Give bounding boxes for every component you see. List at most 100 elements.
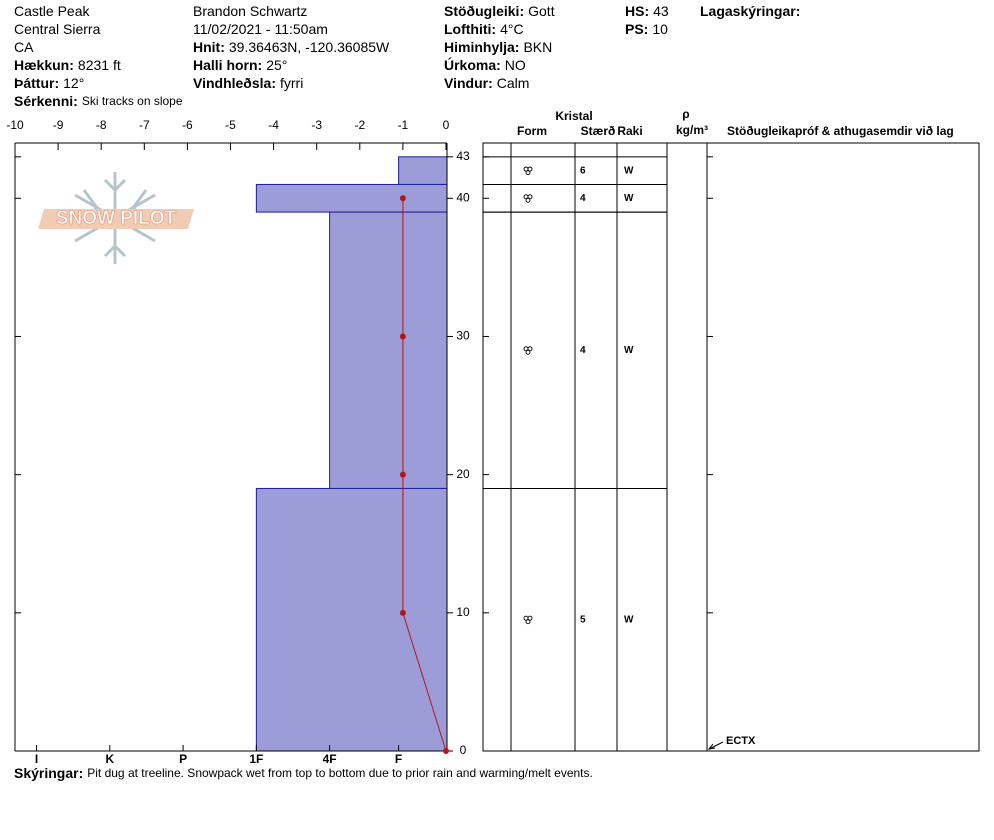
hardness-tick-label: F xyxy=(395,752,402,766)
header-field: Hækkun: 8231 ft xyxy=(14,57,121,73)
temperature-point xyxy=(443,748,449,754)
field-label: PS: xyxy=(625,21,648,37)
x-tick-label: -3 xyxy=(311,118,322,132)
field-value: 10 xyxy=(652,21,668,37)
field-label: Hækkun: xyxy=(14,57,74,73)
field-value: 39.36463N, -120.36085W xyxy=(229,39,390,55)
field-label: HS: xyxy=(625,3,649,19)
x-tick-label: -1 xyxy=(398,118,409,132)
test-arrow-head xyxy=(707,743,716,750)
moisture: W xyxy=(624,614,634,625)
header-field: 11/02/2021 - 11:50am xyxy=(193,21,328,37)
table-header: Form xyxy=(517,124,547,138)
field-value: 43 xyxy=(653,3,669,19)
header-field: Stöðugleiki: Gott xyxy=(444,3,555,19)
table-header: Stöðugleikapróf & athugasemdir við lag xyxy=(727,124,954,138)
field-label: Vindur: xyxy=(444,75,493,91)
field-value: 12° xyxy=(63,75,84,91)
temperature-point xyxy=(399,333,406,340)
logo-banner xyxy=(38,209,194,229)
grain-size: 5 xyxy=(580,614,586,625)
temperature-point xyxy=(399,471,406,478)
grain-form-icon xyxy=(523,346,533,355)
field-value: 8231 ft xyxy=(78,57,121,73)
field-label: Lagaskýringar: xyxy=(700,3,800,19)
field-value: 25° xyxy=(266,57,287,73)
table-header: Kristal xyxy=(555,109,592,123)
hardness-tick-label: I xyxy=(35,752,38,766)
header-field: CA xyxy=(14,39,34,55)
hardness-bar xyxy=(255,183,448,213)
header-field: Lofthiti: 4°C xyxy=(444,21,524,37)
field-label: Þáttur: xyxy=(14,75,59,91)
field-value: Castle Peak xyxy=(14,3,90,19)
field-label: Stöðugleiki: xyxy=(444,3,524,19)
field-label: Lofthiti: xyxy=(444,21,496,37)
field-label: Halli horn: xyxy=(193,57,262,73)
temperature-point xyxy=(399,195,406,202)
field-value: Brandon Schwartz xyxy=(193,3,307,19)
footer-text: Pit dug at treeline. Snowpack wet from t… xyxy=(87,766,593,780)
table-header: Stærð xyxy=(581,124,616,138)
footer-label: Skýringar: xyxy=(14,765,83,781)
y-tick-label: 20 xyxy=(456,467,470,481)
header-field: Vindhleðsla: fyrri xyxy=(193,75,303,91)
field-value: fyrri xyxy=(280,75,303,91)
y-tick-label: 40 xyxy=(456,190,470,204)
header-field: Hnit: 39.36463N, -120.36085W xyxy=(193,39,390,55)
y-tick-label: 0 xyxy=(460,743,467,757)
field-label: Hnit: xyxy=(193,39,225,55)
footer: Skýringar: Pit dug at treeline. Snowpack … xyxy=(14,765,593,781)
x-tick-label: -7 xyxy=(139,118,150,132)
field-value: CA xyxy=(14,39,34,55)
header-field: Brandon Schwartz xyxy=(193,3,307,19)
header-field: Þáttur: 12° xyxy=(14,75,84,91)
grain-size: 4 xyxy=(580,345,586,356)
hardness-tick-label: K xyxy=(105,752,114,766)
stability-test-label: ECTX xyxy=(726,735,756,747)
grain-dot xyxy=(527,615,533,621)
grain-size: 4 xyxy=(580,193,586,204)
grain-form-icon xyxy=(523,166,533,176)
field-value: NO xyxy=(505,57,526,73)
x-tick-label: -8 xyxy=(96,118,107,132)
header-field: PS: 10 xyxy=(625,21,668,37)
x-tick-label: -4 xyxy=(268,118,279,132)
grain-dot xyxy=(525,349,531,355)
moisture: W xyxy=(624,193,634,204)
field-value: Central Sierra xyxy=(14,21,101,37)
hardness-tick-label: 4F xyxy=(323,752,337,766)
header-field: Úrkoma: NO xyxy=(444,56,526,73)
logo-text: SNOW PILOT xyxy=(56,208,177,229)
x-tick-label: -10 xyxy=(6,118,24,132)
hardness-bar xyxy=(398,156,448,185)
x-tick-label: -9 xyxy=(53,118,64,132)
field-label: Sérkenni: xyxy=(14,93,78,109)
field-value: 4°C xyxy=(500,21,524,37)
x-tick-label: -2 xyxy=(354,118,365,132)
y-tick-label: 10 xyxy=(456,605,470,619)
header-field: Castle Peak xyxy=(14,3,90,19)
header-field: HS: 43 xyxy=(625,3,669,19)
field-value: Calm xyxy=(497,75,530,91)
header-field: Vindur: Calm xyxy=(444,75,529,91)
grain-dot xyxy=(525,170,531,176)
table-header: kg/m³ xyxy=(676,123,708,137)
field-label: Himinhylja: xyxy=(444,39,519,55)
field-value: Gott xyxy=(528,3,555,19)
header-field: Sérkenni: Ski tracks on slope xyxy=(14,93,183,109)
field-label: Vindhleðsla: xyxy=(193,75,276,91)
grain-form-icon xyxy=(523,615,533,625)
grain-size: 6 xyxy=(580,165,586,176)
field-value: BKN xyxy=(523,39,552,55)
header-field: Lagaskýringar: xyxy=(700,3,800,19)
x-tick-label: -5 xyxy=(225,118,236,132)
header-field: Himinhylja: BKN xyxy=(444,39,552,55)
hardness-bar xyxy=(329,211,448,489)
moisture: W xyxy=(624,345,634,356)
header-field: Halli horn: 25° xyxy=(193,57,287,73)
x-tick-label: -6 xyxy=(182,118,193,132)
field-label: Úrkoma: xyxy=(444,56,501,73)
